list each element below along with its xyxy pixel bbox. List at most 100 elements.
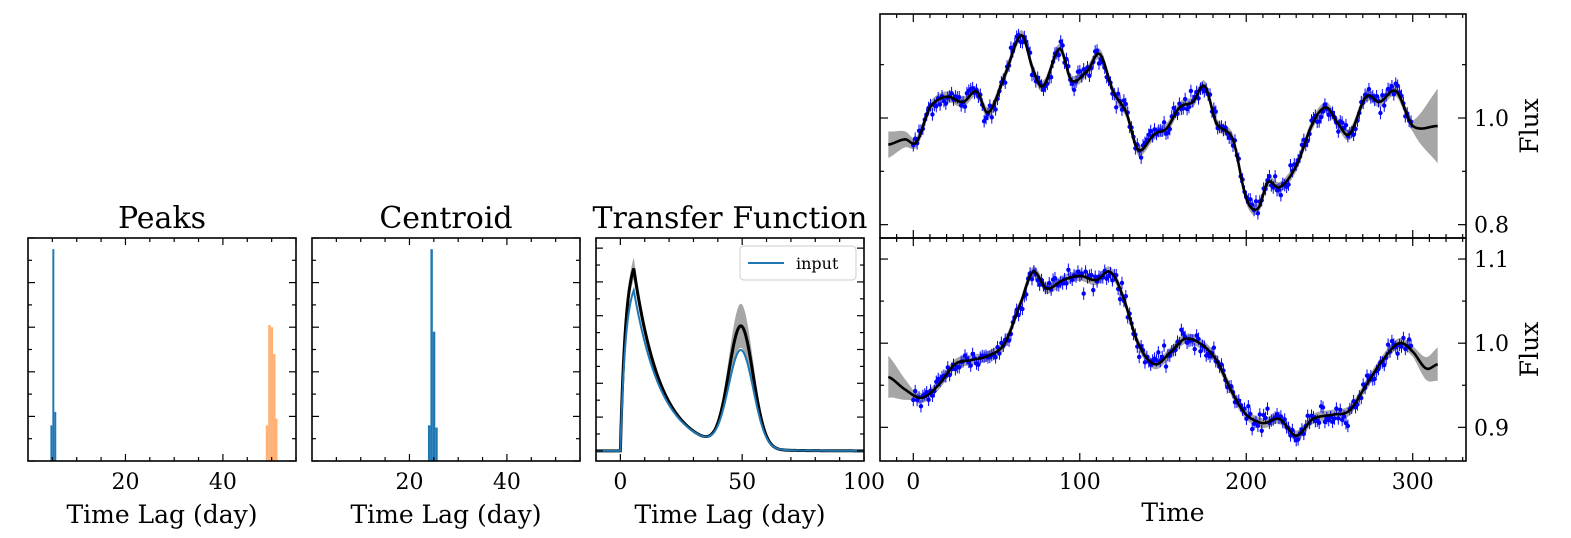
data-point [1399, 344, 1404, 349]
data-point [1020, 306, 1025, 312]
data-point [1322, 102, 1328, 107]
data-point [1163, 364, 1169, 369]
data-point [913, 388, 918, 394]
data-point [1257, 412, 1263, 417]
data-point [1334, 406, 1339, 411]
data-point [1119, 280, 1125, 286]
data-point [1213, 109, 1218, 114]
peaks-bar [50, 425, 53, 461]
data-point [1196, 336, 1201, 342]
data-point [1069, 277, 1075, 283]
data-point [1156, 350, 1161, 355]
data-point [1179, 327, 1184, 333]
data-point [1154, 358, 1159, 363]
data-point [1295, 437, 1301, 442]
data-point [1106, 274, 1111, 279]
x-tick-label: 0 [906, 470, 920, 495]
data-point [1278, 414, 1284, 419]
data-point [1249, 426, 1255, 432]
x-tick-label: 40 [493, 470, 521, 495]
data-point [1330, 419, 1335, 425]
data-point [1177, 101, 1182, 106]
data-point [1408, 343, 1414, 348]
data-point [1259, 428, 1264, 434]
data-point [1343, 122, 1349, 128]
peaks-xlabel: Time Lag (day) [66, 500, 257, 529]
transfer-legend: input [739, 245, 857, 281]
data-point [1267, 173, 1272, 179]
data-point [1182, 96, 1188, 102]
data-point [1255, 211, 1261, 216]
peaks-axes-frame [27, 237, 297, 462]
data-point [1338, 407, 1343, 413]
data-point [1274, 412, 1280, 417]
data-point [1332, 416, 1337, 421]
y-tick-label: 1.1 [1474, 248, 1509, 273]
data-point [1265, 406, 1270, 411]
y-tick-label: 1.0 [1474, 332, 1509, 357]
data-point [1146, 132, 1151, 137]
data-point [926, 397, 931, 403]
data-point [1091, 287, 1096, 293]
data-point [1278, 192, 1284, 198]
data-point [1286, 182, 1291, 187]
x-tick-label: 100 [1059, 470, 1101, 495]
data-point [1305, 413, 1310, 419]
data-point [1341, 414, 1347, 419]
x-tick-label: 0 [613, 470, 627, 495]
data-point [1077, 69, 1083, 74]
data-point [1207, 354, 1213, 359]
data-point [1087, 73, 1092, 78]
data-point [1198, 349, 1203, 354]
data-point [1391, 92, 1397, 97]
transfer-uncertainty-band [596, 257, 864, 451]
data-point [934, 103, 939, 109]
data-point [983, 115, 989, 121]
data-point [924, 390, 929, 395]
peaks-bar [52, 249, 55, 461]
data-point [1320, 405, 1326, 410]
data-point [1372, 376, 1377, 382]
x-tick-label: 20 [111, 470, 139, 495]
data-point [1056, 52, 1061, 58]
centroid-bar [430, 249, 433, 461]
data-point [962, 104, 968, 109]
centroid-bar [432, 331, 436, 461]
data-point [945, 365, 950, 370]
data-point [1316, 119, 1322, 124]
data-point [1336, 129, 1341, 134]
data-point [1345, 423, 1351, 429]
legend-box [739, 245, 857, 281]
data-point [1114, 105, 1119, 110]
data-point [1272, 174, 1278, 179]
data-point [1248, 197, 1253, 202]
data-point [970, 85, 975, 91]
centroid-bar [435, 427, 438, 461]
data-point [997, 351, 1002, 356]
y-tick-label: 0.8 [1474, 214, 1509, 239]
x-tick-label: 200 [1225, 470, 1267, 495]
data-point [958, 103, 964, 108]
data-point [1041, 87, 1046, 93]
data-point [1165, 130, 1171, 135]
data-point [1029, 277, 1035, 282]
peaks-bar [268, 324, 271, 461]
data-point [1244, 416, 1249, 421]
peaks-bar [54, 411, 57, 461]
data-point [1020, 40, 1025, 45]
data-point [970, 351, 975, 357]
data-point [911, 397, 916, 403]
data-point [1181, 106, 1186, 111]
data-point [1047, 280, 1052, 286]
data-point [1382, 103, 1387, 108]
data-point [1188, 88, 1194, 94]
data-point [1361, 382, 1366, 387]
data-point [976, 362, 981, 367]
centroid-axes-frame [311, 237, 581, 462]
data-point [993, 355, 998, 360]
data-point [1385, 342, 1391, 347]
data-point [1374, 93, 1379, 99]
data-point [1096, 61, 1102, 66]
peaks-bar [265, 425, 269, 461]
